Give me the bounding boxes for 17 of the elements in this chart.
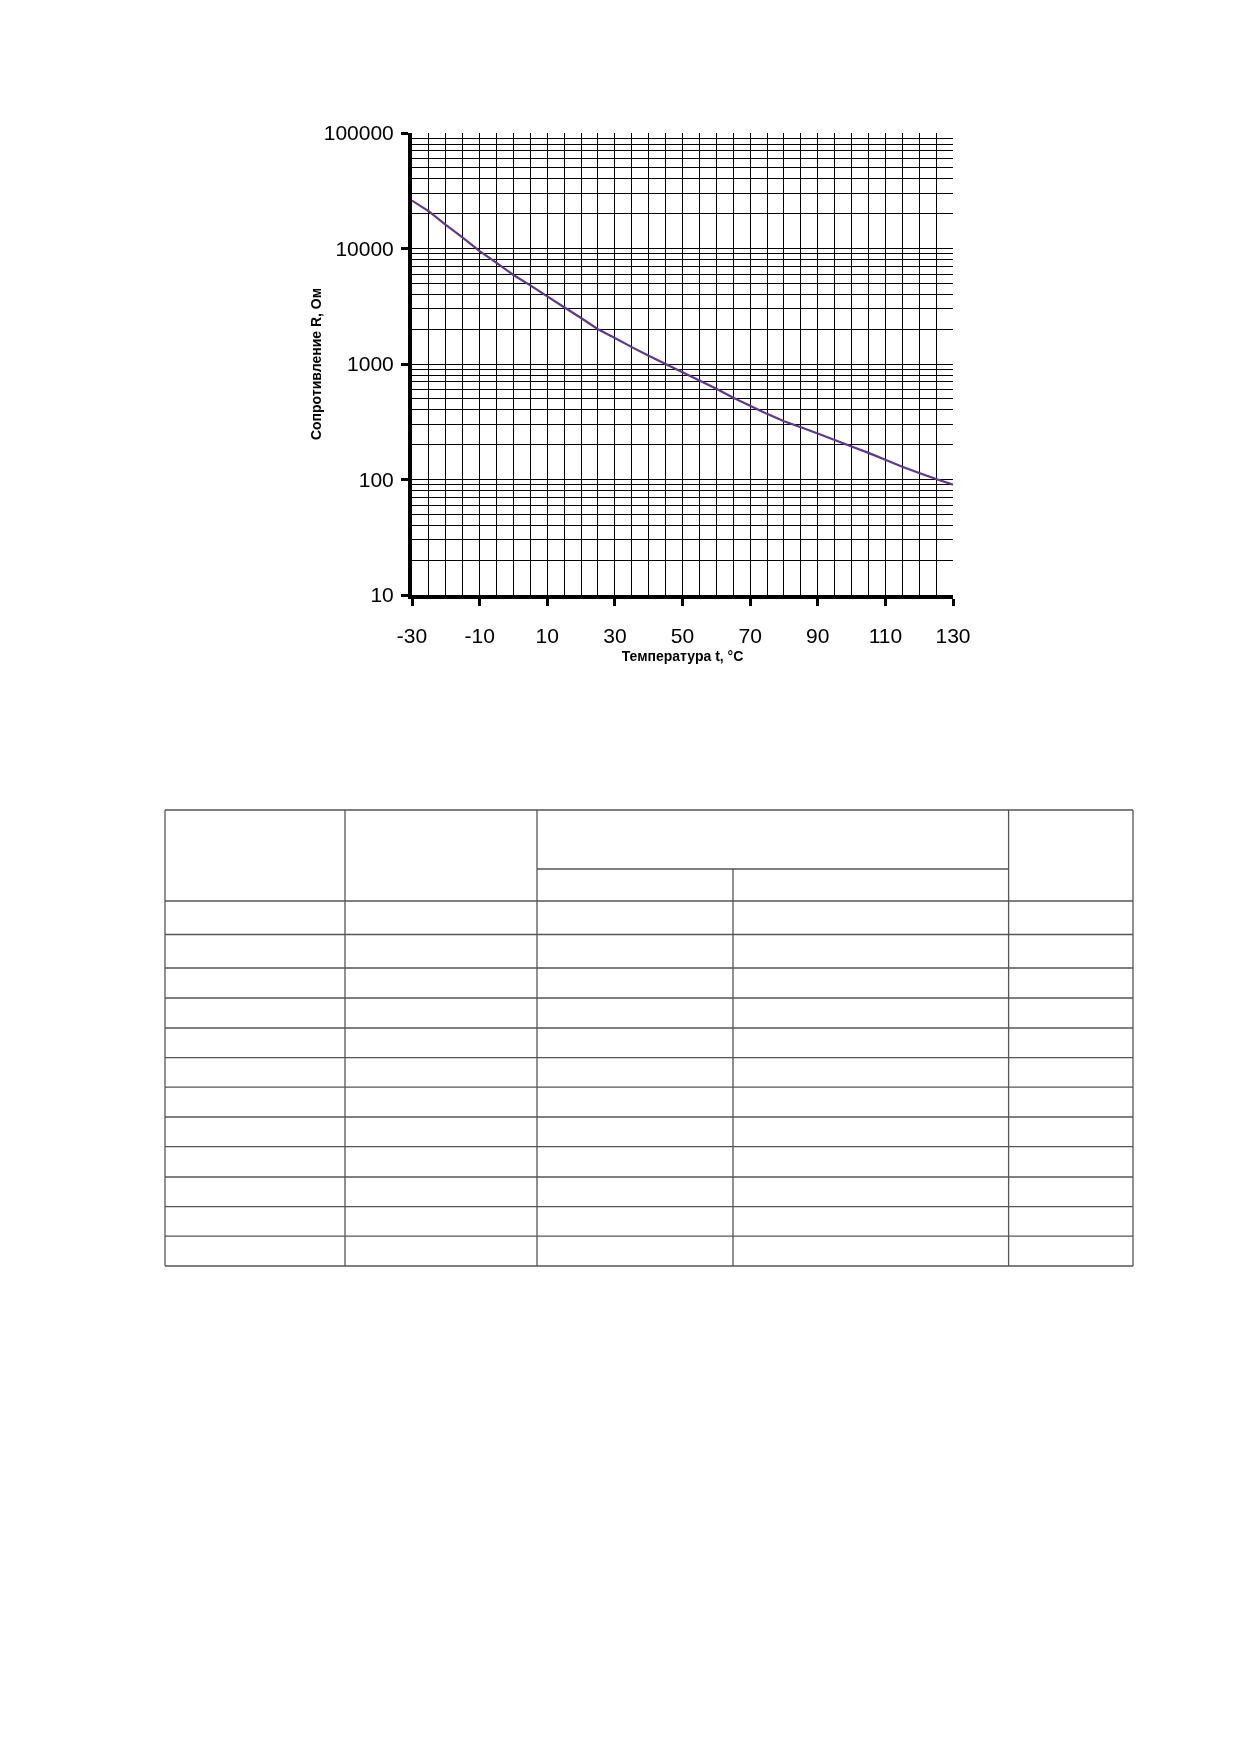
x-tick-label: -10 [464, 624, 495, 648]
y-tick-label: 100000 [323, 121, 394, 145]
y-axis-title: Сопротивление R, Ом [307, 287, 324, 441]
y-tick-label: 100 [358, 467, 394, 491]
y-tick-label: 1000 [347, 352, 394, 376]
x-tick-label: 130 [935, 624, 971, 648]
x-tick-label: 30 [603, 624, 627, 648]
y-tick-label: 10000 [335, 236, 394, 260]
y-tick-label: 10 [370, 583, 394, 607]
x-axis-title: Температура t, °C [621, 648, 744, 664]
line-series [412, 199, 953, 486]
x-tick-label: 110 [868, 624, 903, 648]
x-tick-label: 50 [670, 624, 695, 648]
x-tick-label: 10 [535, 624, 559, 648]
x-tick-label: 70 [738, 624, 762, 648]
x-tick-label: 90 [806, 624, 830, 648]
x-tick-label: -30 [396, 624, 428, 648]
